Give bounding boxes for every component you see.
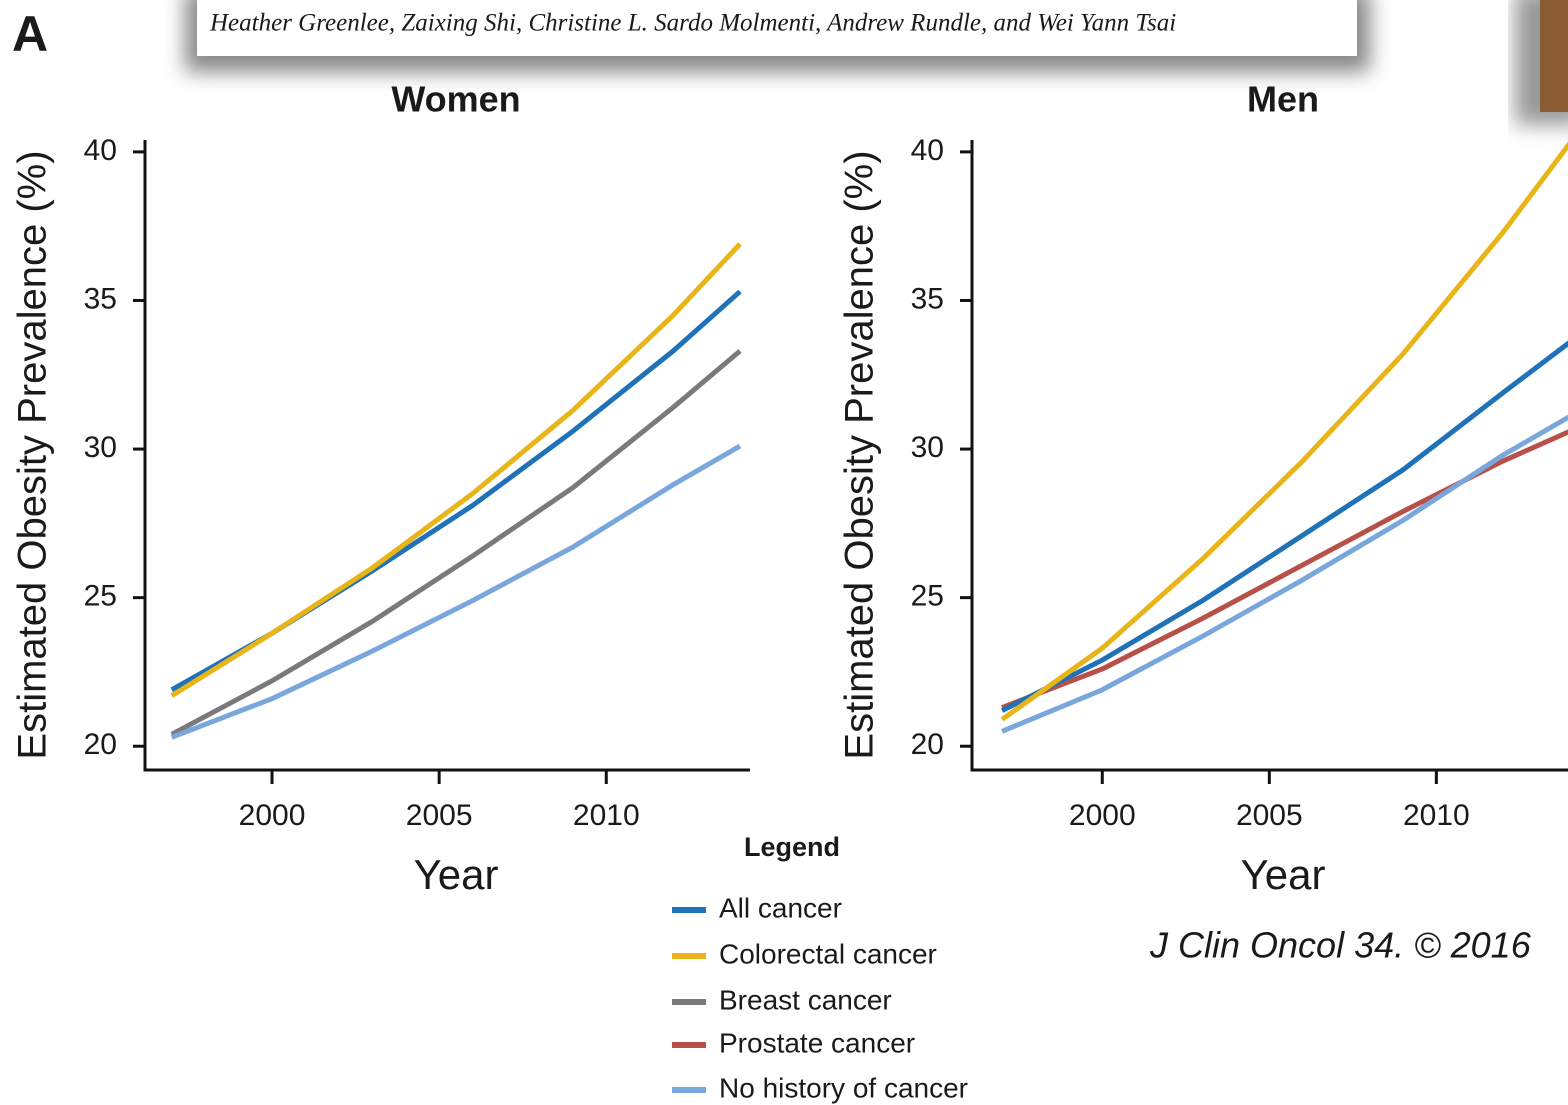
series-line <box>172 292 740 690</box>
series-line <box>172 244 740 696</box>
legend-title: Legend <box>744 832 840 862</box>
citation: J Clin Oncol 34. © 2016 <box>1149 925 1532 966</box>
series-line <box>172 351 740 734</box>
series-line <box>1002 143 1568 720</box>
authors: Heather Greenlee, Zaixing Shi, Christine… <box>209 10 1176 37</box>
x-tick-label: 2005 <box>1236 799 1303 832</box>
y-tick-label: 40 <box>911 134 944 167</box>
y-tick-label: 20 <box>911 728 944 761</box>
legend: All cancer Colorectal cancer Breast cancer… <box>672 892 968 1103</box>
series-line <box>172 446 740 737</box>
x-axis-title: Year <box>414 851 499 898</box>
y-tick-label: 30 <box>911 431 944 464</box>
y-tick-label: 35 <box>911 282 944 315</box>
legend-label: All cancer <box>719 892 842 923</box>
x-tick-label: 2010 <box>573 799 640 832</box>
y-axis-title: Estimated Obesity Prevalence (%) <box>11 150 55 759</box>
series-line <box>1002 342 1568 710</box>
y-tick-label: 35 <box>84 282 117 315</box>
x-tick-label: 2000 <box>1069 799 1136 832</box>
legend-label: Prostate cancer <box>719 1027 915 1058</box>
y-tick-label: 25 <box>84 580 117 613</box>
y-tick-label: 25 <box>911 580 944 613</box>
photo <box>1540 0 1568 112</box>
x-tick-label: 2010 <box>1403 799 1470 832</box>
y-tick-label: 20 <box>84 728 117 761</box>
x-tick-label: 2005 <box>406 799 473 832</box>
chart-title: Men <box>1247 79 1319 120</box>
y-tick-label: 40 <box>84 134 117 167</box>
panel-label: A <box>12 6 48 62</box>
legend-label: No history of cancer <box>719 1072 968 1103</box>
legend-label: Breast cancer <box>719 984 892 1015</box>
y-axis-title: Estimated Obesity Prevalence (%) <box>838 150 882 759</box>
y-tick-label: 30 <box>84 431 117 464</box>
axes <box>145 140 750 770</box>
figure: Heather Greenlee, Zaixing Shi, Christine… <box>0 0 1568 1105</box>
x-tick-label: 2000 <box>239 799 306 832</box>
chart-title: Women <box>391 79 520 120</box>
legend-label: Colorectal cancer <box>719 938 937 969</box>
x-axis-title: Year <box>1241 851 1326 898</box>
plots: Women Estimated Obesity Prevalence (%) Yea… <box>11 79 1568 899</box>
